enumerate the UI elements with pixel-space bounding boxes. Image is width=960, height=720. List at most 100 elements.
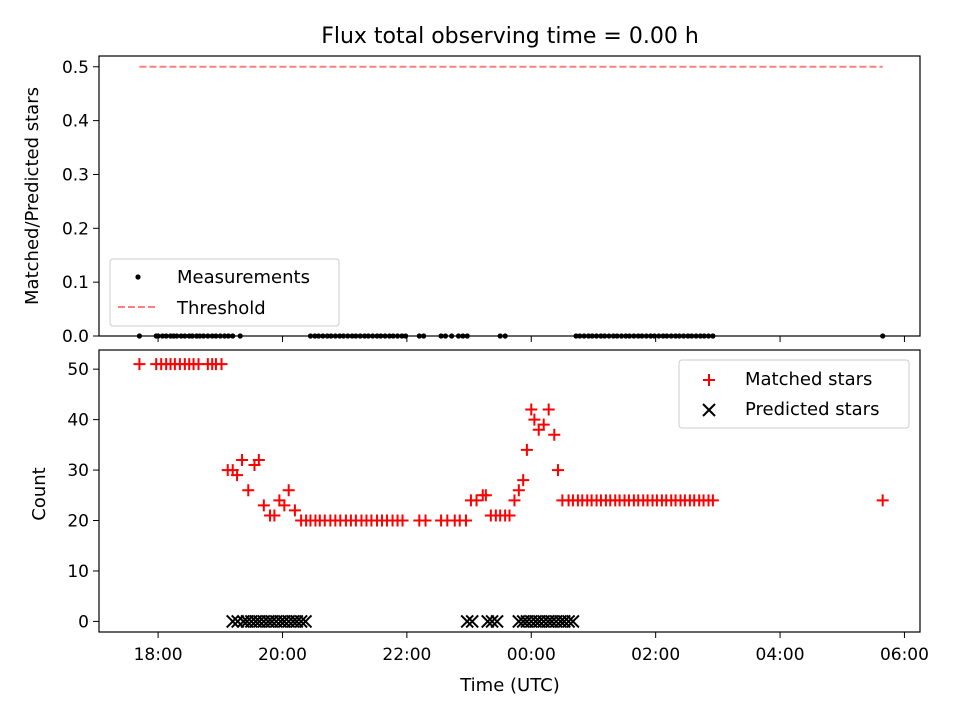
measurement-point <box>635 333 641 339</box>
measurement-point <box>340 333 347 339</box>
bottom-x-tick-label: 06:00 <box>880 645 929 665</box>
measurement-point <box>421 333 427 339</box>
matched-star-point <box>231 469 244 482</box>
measurement-point <box>689 333 695 339</box>
measurement-point <box>159 333 166 339</box>
measurement-point <box>614 333 620 339</box>
measurement-point <box>361 333 368 339</box>
measurement-point <box>312 333 318 339</box>
bottom-y-tick-label: 50 <box>67 360 89 380</box>
matched-star-point <box>512 484 525 497</box>
measurement-point <box>225 333 231 339</box>
bottom-x-tick-label: 22:00 <box>382 645 431 665</box>
top-panel: Flux total observing time = 0.00 h 0.00.… <box>22 24 921 347</box>
measurement-point <box>502 333 508 339</box>
top-y-tick-label: 0.5 <box>62 58 89 78</box>
matched-star-point <box>706 494 719 507</box>
predicted-star-point <box>298 614 313 629</box>
bottom-plot-frame <box>98 349 921 633</box>
measurement-point <box>197 333 203 339</box>
bottom-x-tick-label: 04:00 <box>756 645 805 665</box>
measurement-point <box>651 333 658 339</box>
measurement-point <box>399 333 405 339</box>
measurement-point <box>403 333 409 339</box>
bottom-x-axis: 18:00 20:00 22:00 00:00 02:00 04:00 06:00 <box>134 632 929 665</box>
measurement-point <box>573 333 579 339</box>
measurement-point <box>455 333 462 339</box>
matched-star-point <box>517 474 530 487</box>
measurement-point <box>200 333 207 339</box>
top-y-tick-label: 0.4 <box>62 112 89 132</box>
bottom-panel: 0 10 20 30 40 50 18:00 20:00 22:00 00:00 02:00 04:… <box>29 349 929 696</box>
matched-star-point <box>396 514 409 527</box>
measurement-point <box>672 333 679 339</box>
matched-star-point <box>282 484 295 497</box>
matched-stars-series <box>133 358 889 527</box>
measurement-point <box>643 333 649 339</box>
measurement-point <box>365 333 371 339</box>
predicted-star-point <box>460 614 474 629</box>
measurement-point <box>357 333 363 339</box>
legend-matched-label: Matched stars <box>745 369 872 390</box>
measurement-point <box>660 333 666 339</box>
measurement-point <box>598 333 604 339</box>
top-x-axis <box>157 336 905 342</box>
bottom-legend-box <box>678 359 910 429</box>
measurement-point <box>577 333 583 339</box>
matched-star-point <box>215 358 228 371</box>
measurement-point <box>370 333 376 339</box>
top-y-axis: 0.0 0.1 0.2 0.3 0.4 0.5 <box>62 58 99 347</box>
bottom-x-axis-label: Time (UTC) <box>459 675 560 696</box>
measurement-point <box>205 333 211 339</box>
measurement-point <box>618 333 625 339</box>
bottom-y-tick-label: 20 <box>67 512 89 532</box>
matched-star-point <box>528 413 541 426</box>
matched-star-point <box>419 514 432 527</box>
bottom-y-tick-label: 0 <box>78 612 89 632</box>
matched-star-point <box>252 453 265 466</box>
measurement-point <box>681 333 687 339</box>
measurement-point <box>345 333 351 339</box>
measurement-point <box>705 333 712 339</box>
bottom-x-tick-label: 18:00 <box>134 645 183 665</box>
measurement-point <box>585 333 592 339</box>
matched-star-point <box>278 499 291 512</box>
measurement-point <box>378 333 384 339</box>
measurement-point <box>382 333 388 339</box>
matched-star-point <box>257 499 270 512</box>
measurement-point <box>676 333 682 339</box>
measurement-point <box>602 333 608 339</box>
legend-measurements-label: Measurements <box>177 267 310 288</box>
top-plot-frame <box>98 55 921 337</box>
measurement-point <box>178 333 184 339</box>
matched-star-point <box>508 494 521 507</box>
measurement-point <box>416 333 422 339</box>
predicted-star-point <box>490 614 504 629</box>
matched-star-point <box>548 428 561 441</box>
legend-threshold-label: Threshold <box>176 298 266 319</box>
bottom-y-axis: 0 10 20 30 40 50 <box>67 360 99 632</box>
measurement-point <box>606 333 612 339</box>
predicted-star-point <box>294 614 308 629</box>
measurement-point <box>163 333 169 339</box>
measurement-point <box>442 333 449 339</box>
legend-predicted-marker <box>702 403 716 417</box>
bottom-x-tick-label: 02:00 <box>631 645 680 665</box>
measurement-point <box>307 333 314 339</box>
predicted-star-point <box>226 614 240 629</box>
measurement-point <box>189 333 195 339</box>
predicted-star-point <box>485 614 499 629</box>
measurement-point <box>394 333 401 339</box>
measurement-point <box>222 333 228 339</box>
matched-star-point <box>242 484 255 497</box>
top-y-tick-label: 0.2 <box>62 219 89 239</box>
measurement-point <box>693 333 699 339</box>
matched-star-point <box>459 514 472 527</box>
legend-predicted-label: Predicted stars <box>745 399 879 420</box>
measurement-point <box>648 333 654 339</box>
measurement-point <box>328 333 334 339</box>
top-legend: Measurements Threshold <box>109 258 340 327</box>
measurement-point <box>390 333 396 339</box>
matched-star-point <box>268 509 281 522</box>
